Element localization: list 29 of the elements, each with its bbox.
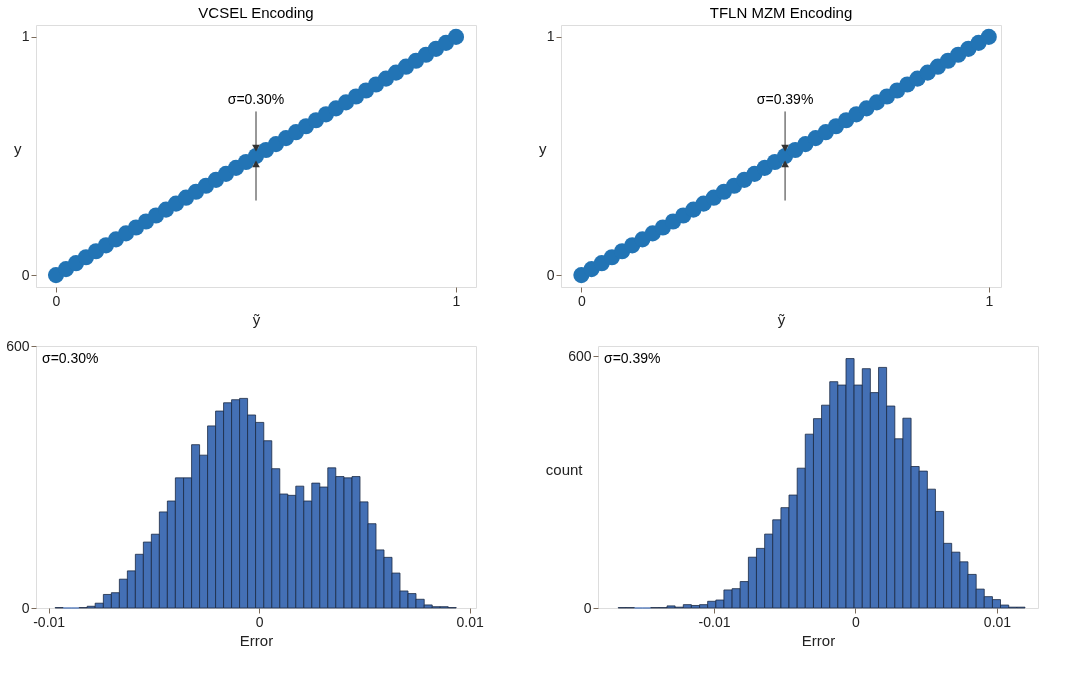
y-tick-label: 600 — [568, 347, 592, 364]
x-tick-label: 0.01 — [983, 613, 1012, 630]
x-tick-label: -0.01 — [698, 613, 731, 630]
y-tick-label: 600 — [6, 337, 30, 354]
x-axis-title: Error — [239, 631, 274, 649]
y-axis-title: y — [13, 139, 22, 157]
x-axis-title: ỹ — [777, 310, 786, 328]
annotation: σ=0.39% — [756, 91, 814, 108]
x-tick-label: 1 — [985, 292, 994, 309]
y-tick-label: 1 — [21, 28, 30, 45]
annotation: σ=0.30% — [42, 350, 99, 366]
point — [447, 28, 465, 45]
x-tick-label: 0.01 — [456, 613, 485, 630]
chart-title: VCSEL Encoding — [198, 4, 314, 21]
x-tick-label: -0.01 — [33, 613, 66, 630]
annotation: σ=0.30% — [227, 91, 285, 108]
x-tick-label: 0 — [255, 613, 264, 630]
point — [980, 28, 997, 45]
x-tick-label: 1 — [452, 292, 461, 309]
x-axis-title: ỹ — [252, 310, 261, 328]
y-tick-label: 0 — [21, 266, 30, 283]
y-axis-title: y — [538, 139, 547, 157]
y-tick-label: 0 — [21, 599, 30, 616]
x-tick-label: 0 — [852, 613, 861, 630]
x-axis-title: Error — [801, 631, 836, 649]
x-tick-label: 0 — [52, 292, 61, 309]
chart-title: TFLN MZM Encoding — [709, 4, 853, 21]
annotation: σ=0.39% — [604, 350, 661, 366]
y-axis-title: count — [545, 460, 584, 478]
